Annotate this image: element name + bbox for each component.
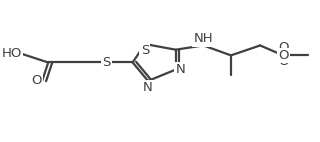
Text: N: N (143, 81, 153, 94)
Text: O: O (278, 41, 288, 54)
Text: HO: HO (2, 47, 22, 60)
Text: N: N (176, 63, 185, 76)
Text: O: O (278, 49, 288, 62)
Text: O: O (278, 55, 288, 68)
Text: NH: NH (194, 32, 213, 45)
Text: S: S (141, 44, 149, 57)
Text: S: S (102, 56, 111, 69)
Text: O: O (32, 74, 42, 87)
